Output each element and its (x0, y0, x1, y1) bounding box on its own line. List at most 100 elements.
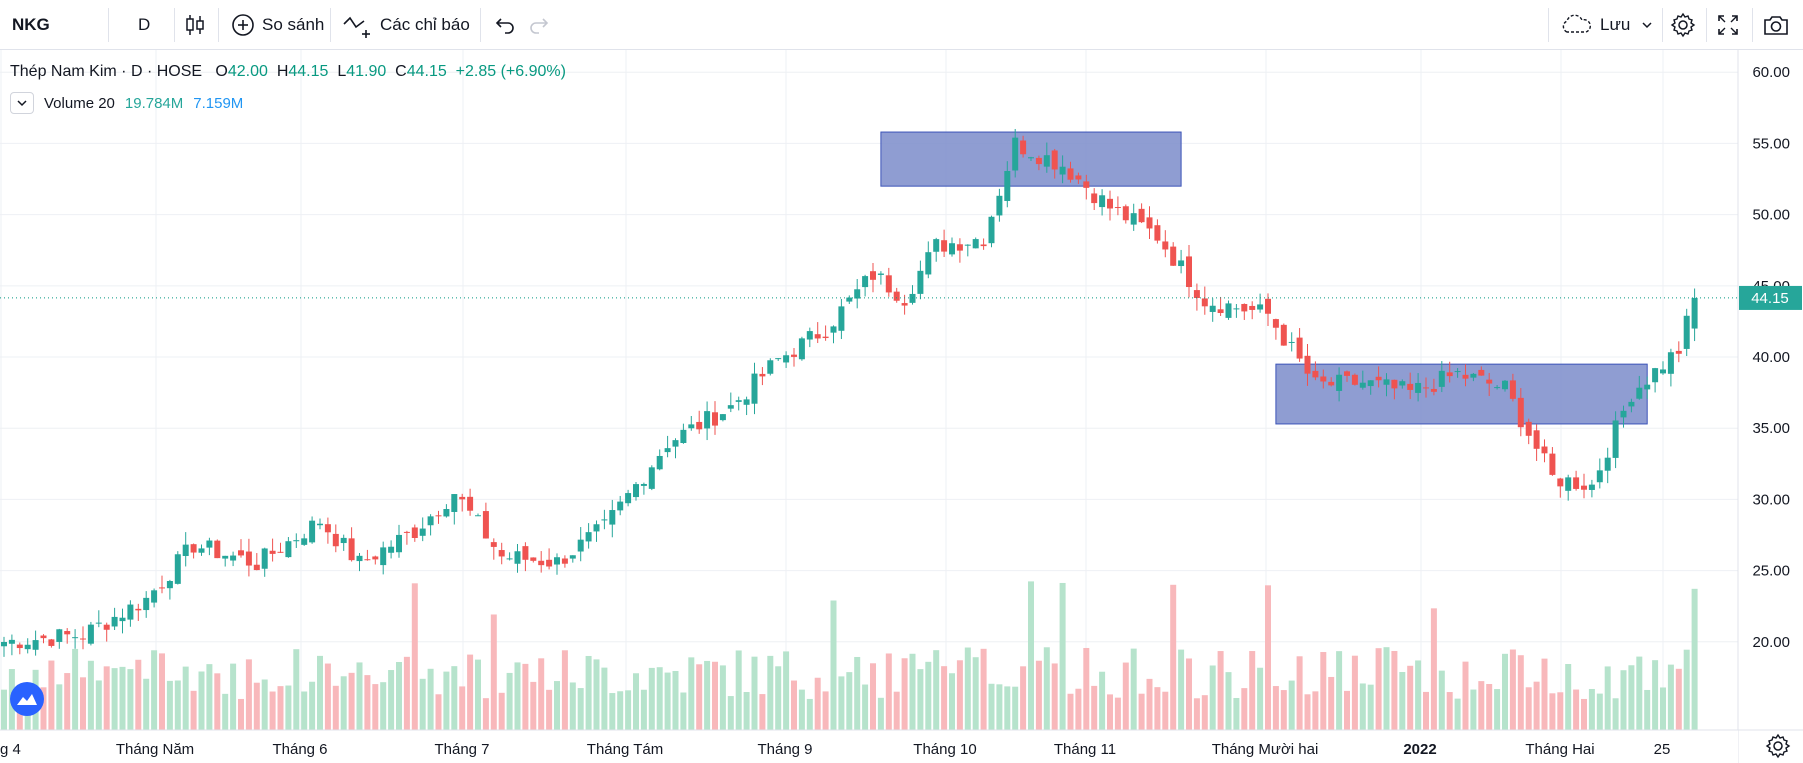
legend-interval: D (130, 63, 143, 80)
candle (704, 401, 711, 441)
candle (972, 237, 979, 249)
price-tick-label: 30.00 (1752, 491, 1790, 508)
volume-bar (1178, 649, 1185, 730)
candle (1509, 373, 1516, 402)
candle (870, 263, 876, 293)
volume-bar (617, 691, 624, 730)
volume-bar (459, 686, 466, 730)
volume-bar (1691, 588, 1698, 730)
candle (356, 552, 363, 572)
candle (633, 481, 639, 501)
candle (648, 465, 655, 491)
volume-bar (475, 659, 481, 730)
volume-bar (1067, 693, 1074, 730)
volume-bar (1059, 582, 1066, 730)
settings-button[interactable] (1670, 0, 1696, 50)
volume-bar (301, 691, 308, 730)
tradingview-logo[interactable] (10, 682, 44, 716)
candle (277, 542, 284, 553)
compare-button[interactable]: So sánh (230, 0, 324, 50)
volume-bar (688, 657, 695, 730)
indicators-label: Các chỉ báo (380, 15, 470, 34)
volume-bar (956, 660, 963, 730)
candle (1667, 348, 1674, 387)
candle (1280, 323, 1287, 346)
candle (593, 520, 600, 542)
volume-bar (1186, 658, 1192, 730)
candle (854, 279, 861, 309)
time-tick-label: Tháng Mười hai (1212, 741, 1319, 758)
zone-rectangle[interactable] (1275, 363, 1648, 425)
fullscreen-button[interactable] (1716, 0, 1740, 50)
interval-button[interactable]: D (138, 0, 150, 50)
toolbar-divider (1662, 8, 1663, 42)
volume-bar (64, 673, 71, 730)
candle (87, 621, 94, 646)
candle (427, 514, 434, 536)
volume-bar (1312, 691, 1319, 730)
time-tick-label: 2022 (1403, 741, 1436, 758)
volume-bar (1359, 683, 1366, 730)
volume-bar (806, 698, 813, 730)
volume-bar (1383, 647, 1390, 730)
axes: 20.0025.0030.0035.0040.0045.0050.0055.00… (0, 50, 1803, 763)
candle (1193, 283, 1200, 311)
volume-bar (640, 689, 647, 730)
toolbar-divider (480, 8, 481, 42)
candle (822, 325, 829, 341)
volume-bar (1367, 684, 1374, 730)
redo-button[interactable] (528, 0, 550, 50)
candle (806, 327, 813, 348)
legend-separator: · (146, 63, 153, 80)
candle (1249, 301, 1256, 320)
candle (830, 325, 837, 344)
candles (1, 128, 1698, 657)
candle (775, 358, 782, 361)
volume-bar (467, 654, 474, 730)
candle (1028, 156, 1034, 162)
candle (1122, 204, 1129, 224)
volume-bar (1344, 690, 1350, 730)
candle (1241, 303, 1248, 320)
volume-bar (1162, 691, 1169, 730)
candle (1683, 308, 1690, 357)
volume-bar (593, 659, 600, 730)
volume-bar (1581, 698, 1587, 730)
volume-bar (1667, 664, 1674, 730)
volume-bar (1004, 686, 1011, 730)
volume-bar (561, 650, 568, 730)
candle (1004, 161, 1011, 208)
zones[interactable] (880, 131, 1648, 425)
indicators-button[interactable]: Các chỉ báo (342, 0, 470, 50)
chart-type-button[interactable] (182, 0, 208, 50)
volume-bar (482, 698, 489, 730)
volume-bar (901, 658, 908, 730)
symbol-search-button[interactable]: NKG (12, 0, 50, 50)
candle (885, 267, 892, 297)
candle (72, 629, 79, 649)
volume-bar (917, 669, 924, 730)
volume-bar (427, 668, 434, 730)
candle (1051, 148, 1058, 179)
volume-bar (704, 660, 711, 730)
save-button[interactable]: Lưu (1558, 0, 1654, 50)
candle (151, 588, 158, 608)
candle (1588, 479, 1595, 498)
candle (1478, 366, 1485, 376)
volume-bar (609, 693, 616, 730)
undo-button[interactable] (494, 0, 516, 50)
snapshot-button[interactable] (1762, 0, 1790, 50)
volume-bar (403, 656, 410, 730)
candle (1043, 142, 1050, 173)
volume-bar (498, 692, 505, 730)
candle (1525, 418, 1532, 445)
candle (230, 551, 237, 567)
volume-bar (1391, 650, 1398, 730)
candle (459, 493, 466, 512)
axis-settings-icon[interactable] (1765, 733, 1791, 759)
candle (1691, 288, 1698, 342)
price-chart[interactable]: 20.0025.0030.0035.0040.0045.0050.0055.00… (0, 50, 1803, 763)
volume-bar (72, 648, 79, 730)
candle (1454, 368, 1461, 378)
collapse-legend-button[interactable] (10, 92, 34, 114)
